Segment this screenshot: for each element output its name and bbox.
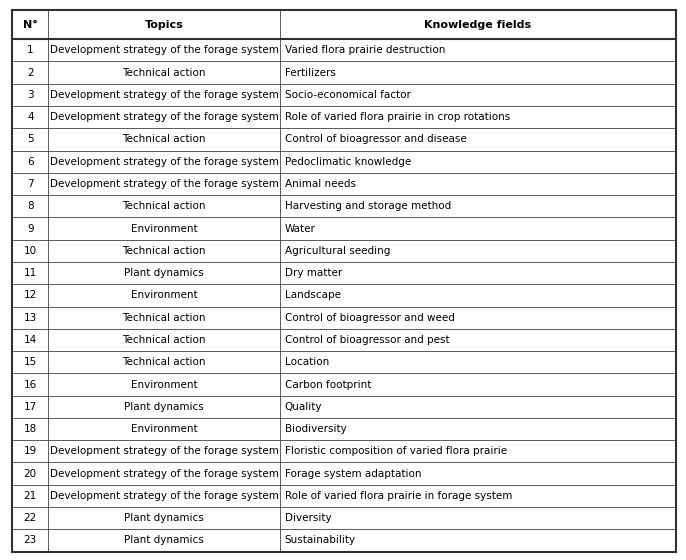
Text: 23: 23 — [23, 535, 37, 545]
Bar — [12, 507, 676, 529]
Text: 17: 17 — [23, 402, 37, 412]
Text: Environment: Environment — [130, 380, 198, 390]
Bar — [12, 463, 676, 485]
Bar — [12, 306, 676, 329]
Text: Landscape: Landscape — [285, 291, 340, 300]
Text: Technical action: Technical action — [122, 357, 206, 367]
Text: Control of bioagressor and pest: Control of bioagressor and pest — [285, 335, 449, 345]
Text: 18: 18 — [23, 424, 37, 434]
Text: Quality: Quality — [285, 402, 322, 412]
Text: 10: 10 — [24, 246, 37, 256]
Text: Fertilizers: Fertilizers — [285, 68, 335, 78]
Bar — [12, 195, 676, 217]
Text: Development strategy of the forage system: Development strategy of the forage syste… — [49, 90, 279, 100]
Text: 14: 14 — [23, 335, 37, 345]
Bar — [12, 529, 676, 552]
Text: Development strategy of the forage system: Development strategy of the forage syste… — [49, 45, 279, 55]
Text: Technical action: Technical action — [122, 246, 206, 256]
Text: 5: 5 — [27, 134, 34, 144]
Text: 9: 9 — [27, 223, 34, 234]
Text: Carbon footprint: Carbon footprint — [285, 380, 371, 390]
Text: Socio-economical factor: Socio-economical factor — [285, 90, 410, 100]
Text: 1: 1 — [27, 45, 34, 55]
Bar — [12, 240, 676, 262]
Text: 2: 2 — [27, 68, 34, 78]
Text: Development strategy of the forage system: Development strategy of the forage syste… — [49, 157, 279, 167]
Bar — [12, 151, 676, 173]
Text: Control of bioagressor and disease: Control of bioagressor and disease — [285, 134, 466, 144]
Bar — [12, 217, 676, 240]
Text: Plant dynamics: Plant dynamics — [124, 268, 204, 278]
Bar — [12, 440, 676, 463]
Text: Location: Location — [285, 357, 329, 367]
Bar — [12, 106, 676, 128]
Text: Development strategy of the forage system: Development strategy of the forage syste… — [49, 491, 279, 501]
Text: 8: 8 — [27, 201, 34, 211]
Text: Development strategy of the forage system: Development strategy of the forage syste… — [49, 469, 279, 479]
Text: 20: 20 — [24, 469, 37, 479]
Text: Sustainability: Sustainability — [285, 535, 356, 545]
Text: N°: N° — [23, 20, 38, 30]
Text: 21: 21 — [23, 491, 37, 501]
Text: Control of bioagressor and weed: Control of bioagressor and weed — [285, 312, 454, 323]
Text: Plant dynamics: Plant dynamics — [124, 535, 204, 545]
Text: 15: 15 — [23, 357, 37, 367]
Text: 12: 12 — [23, 291, 37, 300]
Text: Role of varied flora prairie in crop rotations: Role of varied flora prairie in crop rot… — [285, 112, 510, 122]
Text: Harvesting and storage method: Harvesting and storage method — [285, 201, 451, 211]
Text: 16: 16 — [23, 380, 37, 390]
Bar — [12, 374, 676, 396]
Bar — [12, 39, 676, 62]
Text: Technical action: Technical action — [122, 312, 206, 323]
Text: 4: 4 — [27, 112, 34, 122]
Text: 7: 7 — [27, 179, 34, 189]
Text: Agricultural seeding: Agricultural seeding — [285, 246, 390, 256]
Text: Environment: Environment — [130, 291, 198, 300]
Text: Environment: Environment — [130, 424, 198, 434]
Text: 13: 13 — [23, 312, 37, 323]
Text: Animal needs: Animal needs — [285, 179, 355, 189]
Bar — [12, 329, 676, 351]
Text: Forage system adaptation: Forage system adaptation — [285, 469, 421, 479]
Bar — [12, 10, 48, 39]
Bar — [12, 284, 676, 306]
Text: Technical action: Technical action — [122, 68, 206, 78]
Text: 11: 11 — [23, 268, 37, 278]
Text: Environment: Environment — [130, 223, 198, 234]
Text: Topics: Topics — [145, 20, 183, 30]
Text: 3: 3 — [27, 90, 34, 100]
Text: Plant dynamics: Plant dynamics — [124, 402, 204, 412]
Text: Technical action: Technical action — [122, 134, 206, 144]
Text: Biodiversity: Biodiversity — [285, 424, 346, 434]
Text: Development strategy of the forage system: Development strategy of the forage syste… — [49, 112, 279, 122]
Text: Diversity: Diversity — [285, 513, 331, 523]
Bar — [12, 396, 676, 418]
Text: 22: 22 — [23, 513, 37, 523]
Bar — [12, 351, 676, 374]
Text: 19: 19 — [23, 446, 37, 456]
Text: Knowledge fields: Knowledge fields — [424, 20, 532, 30]
Text: Dry matter: Dry matter — [285, 268, 342, 278]
Text: Pedoclimatic knowledge: Pedoclimatic knowledge — [285, 157, 411, 167]
Bar — [12, 418, 676, 440]
Text: Technical action: Technical action — [122, 201, 206, 211]
Bar — [12, 84, 676, 106]
Text: Development strategy of the forage system: Development strategy of the forage syste… — [49, 446, 279, 456]
Text: Role of varied flora prairie in forage system: Role of varied flora prairie in forage s… — [285, 491, 512, 501]
Text: Technical action: Technical action — [122, 335, 206, 345]
Text: Development strategy of the forage system: Development strategy of the forage syste… — [49, 179, 279, 189]
Bar — [12, 262, 676, 284]
Bar — [12, 128, 676, 151]
Bar — [12, 62, 676, 84]
Bar — [280, 10, 676, 39]
Bar — [48, 10, 280, 39]
Text: 6: 6 — [27, 157, 34, 167]
Text: Varied flora prairie destruction: Varied flora prairie destruction — [285, 45, 445, 55]
Bar — [12, 173, 676, 195]
Bar — [12, 485, 676, 507]
Text: Water: Water — [285, 223, 316, 234]
Text: Plant dynamics: Plant dynamics — [124, 513, 204, 523]
Text: Floristic composition of varied flora prairie: Floristic composition of varied flora pr… — [285, 446, 507, 456]
